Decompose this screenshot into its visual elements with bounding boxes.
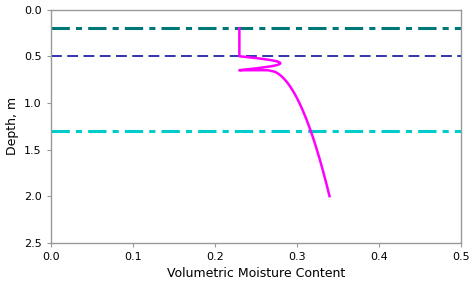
X-axis label: Volumetric Moisture Content: Volumetric Moisture Content [167,267,345,281]
Y-axis label: Depth, m: Depth, m [6,97,19,155]
